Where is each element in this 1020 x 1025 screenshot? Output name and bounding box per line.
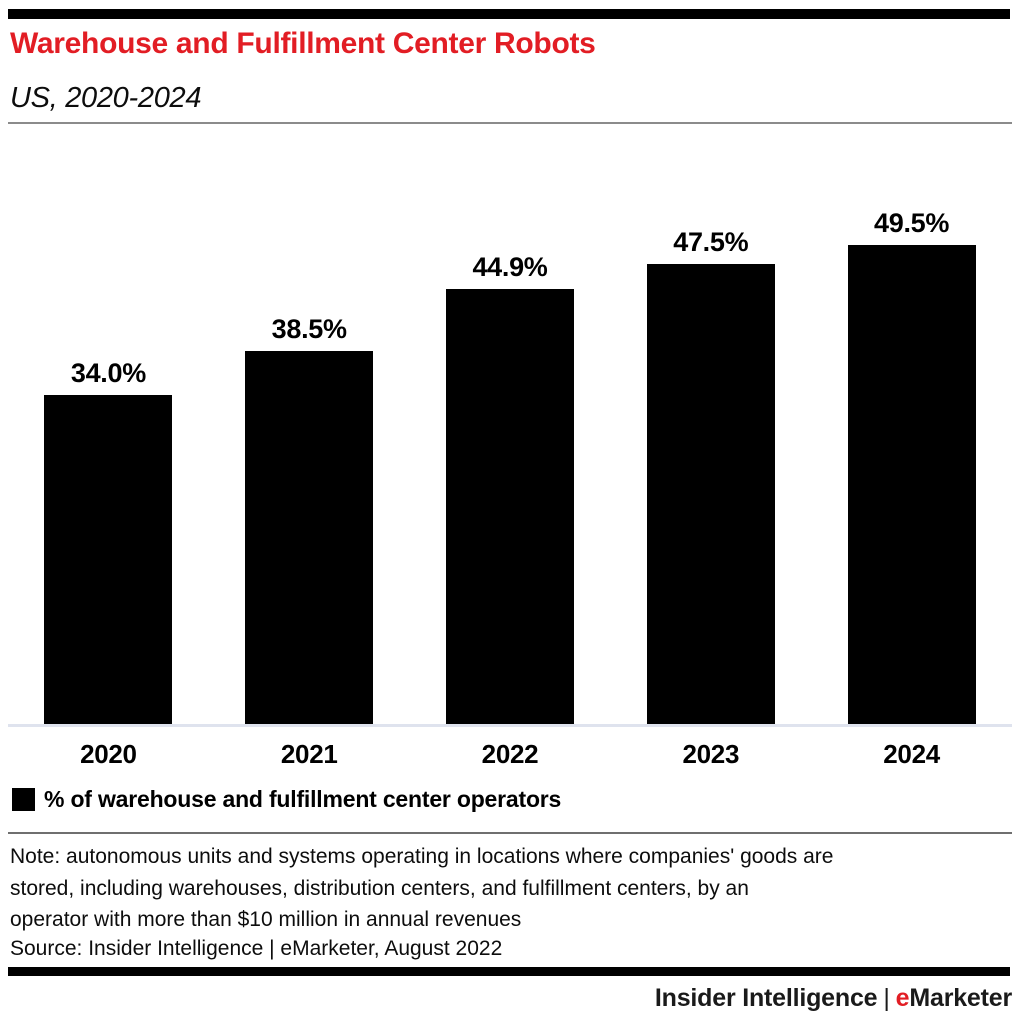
footer-brand-left: Insider Intelligence [654, 983, 878, 1012]
legend-swatch-icon [12, 788, 35, 811]
x-axis-label-2023: 2023 [682, 739, 740, 769]
legend-divider [8, 832, 1012, 834]
footer-branding: Insider Intelligence | eMarketer [8, 985, 1012, 1011]
footer-emarketer-rest: Marketer [909, 983, 1012, 1012]
bar-value-label-2021: 38.5% [271, 314, 347, 344]
x-axis: 2020 2021 2022 2023 2024 [8, 727, 1012, 769]
bar-value-label-2022: 44.9% [472, 252, 548, 282]
top-accent-bar [8, 9, 1010, 19]
bar-chart: 34.0% 38.5% 44.9% 47.5% 49.5% [8, 124, 1012, 727]
bar-column-2021: 38.5% [209, 314, 410, 724]
footer-emarketer-e: e [895, 983, 910, 1012]
bottom-accent-bar [8, 966, 1010, 976]
bar-value-label-2020: 34.0% [70, 358, 146, 388]
bar-2024 [847, 245, 976, 724]
bar-value-label-2023: 47.5% [673, 227, 749, 257]
legend: % of warehouse and fulfillment center op… [12, 786, 1012, 813]
page-subtitle: US, 2020-2024 [10, 82, 202, 114]
bar-column-2022: 44.9% [410, 252, 611, 724]
bar-2021 [245, 351, 374, 724]
bar-2020 [44, 395, 173, 724]
header-divider [8, 122, 1012, 124]
page: Warehouse and Fulfillment Center Robots … [0, 9, 1020, 1025]
bar-column-2024: 49.5% [811, 208, 1012, 724]
x-axis-label-2020: 2020 [80, 739, 137, 769]
legend-label: % of warehouse and fulfillment center op… [44, 786, 562, 812]
note-line: stored, including warehouses, distributi… [10, 876, 749, 900]
x-axis-label-2022: 2022 [481, 739, 539, 769]
footer-pipe: | [883, 983, 890, 1012]
bar-column-2020: 34.0% [8, 358, 209, 724]
bar-value-label-2024: 49.5% [874, 208, 950, 238]
note-line: operator with more than $10 million in a… [10, 908, 522, 931]
x-axis-label-2021: 2021 [280, 739, 338, 769]
bar-columns: 34.0% 38.5% 44.9% 47.5% 49.5% [8, 124, 1012, 724]
source-text: Source: Insider Intelligence | eMarketer… [10, 936, 503, 960]
bar-2022 [445, 289, 574, 724]
note-text: Note: autonomous units and systems opera… [10, 841, 1012, 936]
x-axis-label-2024: 2024 [883, 739, 940, 769]
bar-column-2023: 47.5% [610, 227, 811, 724]
note-line: Note: autonomous units and systems opera… [10, 845, 834, 868]
page-title: Warehouse and Fulfillment Center Robots [10, 27, 596, 60]
bar-2023 [646, 264, 775, 724]
